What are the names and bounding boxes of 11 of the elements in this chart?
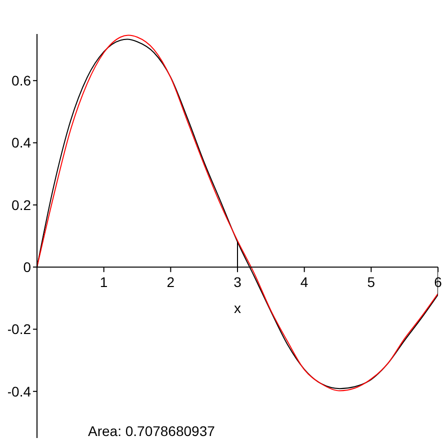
y-tick-label: 0.4 [12, 134, 32, 151]
x-tick-label: 2 [166, 274, 175, 290]
x-tick-label: 1 [100, 274, 108, 290]
x-tick-label: 4 [300, 274, 308, 290]
x-axis-title: x [234, 300, 241, 316]
y-tick-label: 0 [23, 259, 32, 276]
x-tick-label: 5 [367, 274, 376, 290]
y-tick-label: 0.2 [12, 196, 32, 213]
annotation: Area: 0.7078680937 [88, 423, 216, 439]
x-tick-label: 3 [234, 274, 242, 290]
y-tick-label: 0.6 [12, 72, 32, 89]
